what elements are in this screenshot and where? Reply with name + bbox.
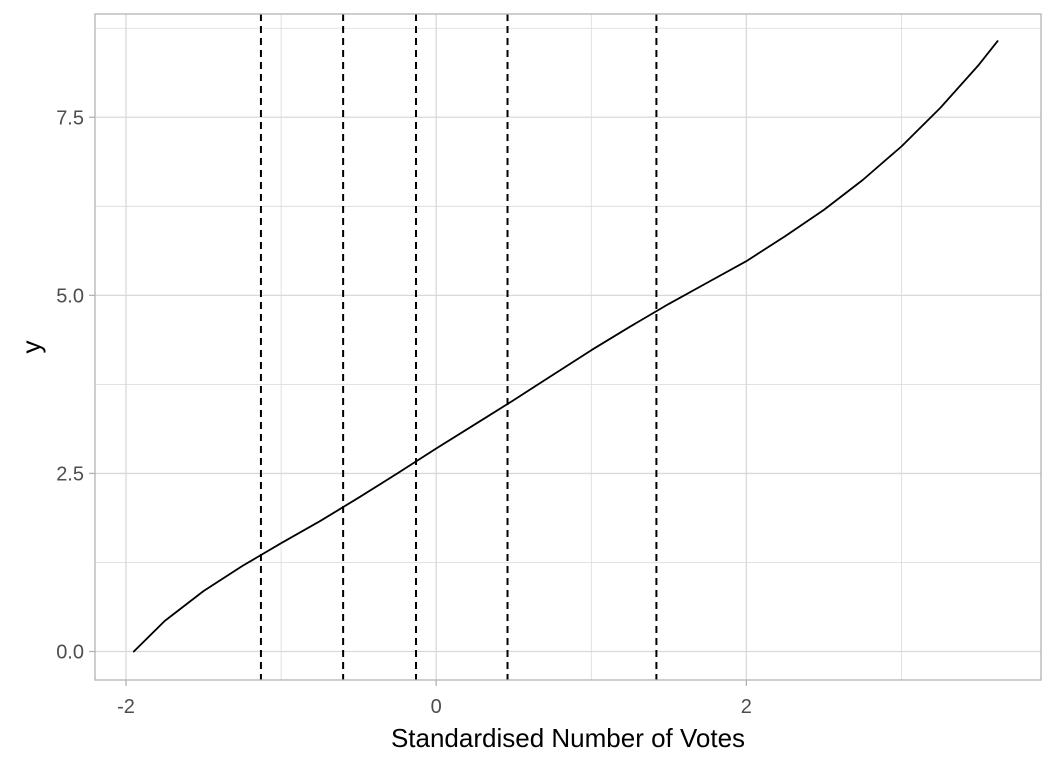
y-tick-label-0: 0.0 xyxy=(56,642,84,664)
x-tick-label-2: 2 xyxy=(741,696,752,718)
y-axis-title: y xyxy=(16,341,46,354)
x-tick-label-1: 0 xyxy=(431,696,442,718)
series xyxy=(132,40,999,653)
panel-border xyxy=(94,13,1042,681)
x-axis-title: Standardised Number of Votes xyxy=(391,723,745,753)
y-tick-label-1: 2.5 xyxy=(56,463,84,485)
series-line-0 xyxy=(132,40,999,653)
y-tick-label-2: 5.0 xyxy=(56,285,84,307)
x-tick-label-0: -2 xyxy=(117,696,135,718)
axes: -2 0 2 0.0 2.5 5.0 7.5 xyxy=(56,107,752,718)
grid xyxy=(95,14,1041,680)
y-tick-label-3: 7.5 xyxy=(56,107,84,129)
reference-lines xyxy=(259,14,658,680)
